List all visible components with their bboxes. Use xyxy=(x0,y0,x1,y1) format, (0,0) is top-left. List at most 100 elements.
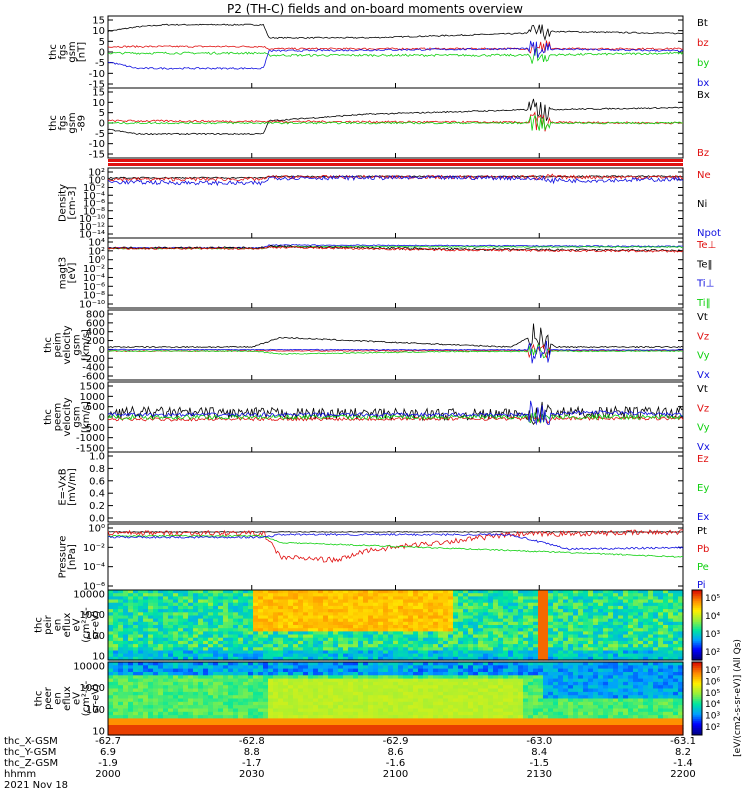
y-tick-label: 10⁻² xyxy=(83,264,105,275)
series-bz xyxy=(107,40,684,54)
x-tick-label: -62.9 xyxy=(383,736,409,747)
legend-Ni: Ni xyxy=(697,199,707,210)
series-Pb xyxy=(107,529,684,563)
y-axis-label: thc xyxy=(43,409,54,425)
colorbar-tick-label: 10⁷ xyxy=(705,666,720,676)
x-tick-label: 8.4 xyxy=(531,747,547,758)
y-tick-label: 0.6 xyxy=(89,476,105,487)
legend-Vx: Vx xyxy=(697,442,710,453)
y-tick-label: 10⁻¹² xyxy=(79,222,105,233)
legend-Vy: Vy xyxy=(697,351,710,362)
y-axis-label: peem xyxy=(53,403,64,431)
series-Vx-peem xyxy=(107,400,684,426)
y-tick-label: 10⁻⁴ xyxy=(83,273,105,284)
x-tick-label: 2200 xyxy=(670,769,695,780)
y-tick-label: 0 xyxy=(99,48,105,59)
y-tick-label: -200 xyxy=(82,354,105,365)
chart-title: P2 (TH-C) fields and on-board moments ov… xyxy=(227,2,523,16)
y-tick-label: 0 xyxy=(99,119,105,130)
legend-Te‖: Te‖ xyxy=(696,259,713,270)
x-row-label: 2021 Nov 18 xyxy=(4,780,68,791)
y-tick-label: 10² xyxy=(88,246,105,257)
legend-by: by xyxy=(697,58,709,69)
y-tick-label: 10⁰ xyxy=(88,524,105,535)
y-tick-label: 10² xyxy=(88,168,105,179)
legend-Vz: Vz xyxy=(697,403,709,414)
y-tick-label: 0.8 xyxy=(89,464,105,475)
series-Vy-peim xyxy=(107,344,684,359)
panel-frame xyxy=(107,381,684,453)
y-axis-label: thc xyxy=(34,617,45,633)
colorbar-tick-label: 10⁵ xyxy=(705,689,720,699)
y-axis-label: [mV/m] xyxy=(67,468,78,506)
y-tick-label: 10⁻¹⁰ xyxy=(79,300,105,311)
y-axis-label: thc xyxy=(34,691,45,707)
legend-Bt: Bt xyxy=(697,18,708,29)
legend-bz: bz xyxy=(697,38,709,49)
y-axis-label: E=-VxB xyxy=(57,468,68,505)
spectrogram-peer xyxy=(107,661,684,736)
y-axis-label: peer xyxy=(43,686,54,710)
y-tick-label: 200 xyxy=(86,336,105,347)
y-axis-label: (cm²-s- xyxy=(81,607,92,643)
y-axis-label: gsm xyxy=(72,406,83,427)
x-tick-label: 8.6 xyxy=(388,747,404,758)
series-by xyxy=(107,47,684,64)
x-tick-label: -62.7 xyxy=(95,736,121,747)
colorbar-frame xyxy=(691,589,703,661)
x-tick-label: 8.2 xyxy=(675,747,691,758)
x-tick-label: 8.8 xyxy=(244,747,260,758)
series-Bx xyxy=(107,98,684,136)
colorbar-tick-label: 10⁴ xyxy=(705,612,720,622)
y-tick-label: 10⁻⁶ xyxy=(83,582,105,593)
y-tick-label: 1.0 xyxy=(89,452,105,463)
panel-frame xyxy=(107,309,684,381)
y-tick-label: 0.0 xyxy=(89,514,105,525)
panel-pressure: 10⁰ 10⁻² 10⁻⁴ 10⁻⁶ Pressure[nPa] Pt Pb Pe Pi xyxy=(57,523,709,593)
colorbar-tick-label: 10⁵ xyxy=(705,594,720,604)
series-Pi xyxy=(107,533,684,551)
y-tick-label: -5 xyxy=(95,58,105,69)
y-axis-label: eV xyxy=(72,618,83,631)
y-axis-label: eflux xyxy=(62,613,73,638)
x-tick-label: 6.9 xyxy=(100,747,116,758)
state-bar-bottom xyxy=(108,163,683,166)
legend-Vt: Vt xyxy=(697,384,708,395)
y-axis-label: fgs xyxy=(57,44,68,59)
y-tick-label: 10⁰ xyxy=(88,175,105,186)
y-tick-label: 0 xyxy=(99,345,105,356)
y-axis-label: velocity xyxy=(62,397,73,436)
series-Bz-green xyxy=(107,114,684,131)
legend-Ez: Ez xyxy=(697,454,709,465)
y-tick-label: -15 xyxy=(89,80,105,91)
y-tick-label: -400 xyxy=(82,363,105,374)
y-axis-label: -89 xyxy=(76,115,87,131)
y-tick-label: 0 xyxy=(99,413,105,424)
legend-bx: bx xyxy=(697,78,709,89)
y-tick-label: 400 xyxy=(86,327,105,338)
y-axis-label: peir xyxy=(43,614,54,634)
y-tick-label: 1000 xyxy=(80,610,105,621)
y-tick-label: 10 xyxy=(92,98,105,109)
x-tick-label: 2130 xyxy=(527,769,552,780)
y-tick-label: 15 xyxy=(92,88,105,99)
panel-frame xyxy=(107,451,684,523)
panel-frame xyxy=(107,15,684,89)
y-tick-label: 10000 xyxy=(73,662,105,673)
legend-Npot: Npot xyxy=(697,228,721,239)
y-axis-label: thc xyxy=(43,337,54,353)
legend-Pb: Pb xyxy=(697,544,709,555)
y-axis-label: [nPa] xyxy=(67,544,78,570)
y-tick-label: 100 xyxy=(86,705,105,716)
y-tick-label: -10 xyxy=(89,139,105,150)
colorbar-tick-label: 10³ xyxy=(705,712,720,722)
colorbar-tick-label: 10³ xyxy=(705,630,720,640)
colorbar-frame xyxy=(691,661,703,736)
y-axis-label: sr-eV) xyxy=(91,684,102,713)
legend-Ne: Ne xyxy=(697,170,711,181)
y-axis-label: fgs xyxy=(57,115,68,130)
y-axis-label: thc xyxy=(48,44,59,60)
y-axis-label: [eV] xyxy=(67,263,78,284)
y-axis-label: gsm xyxy=(72,334,83,355)
